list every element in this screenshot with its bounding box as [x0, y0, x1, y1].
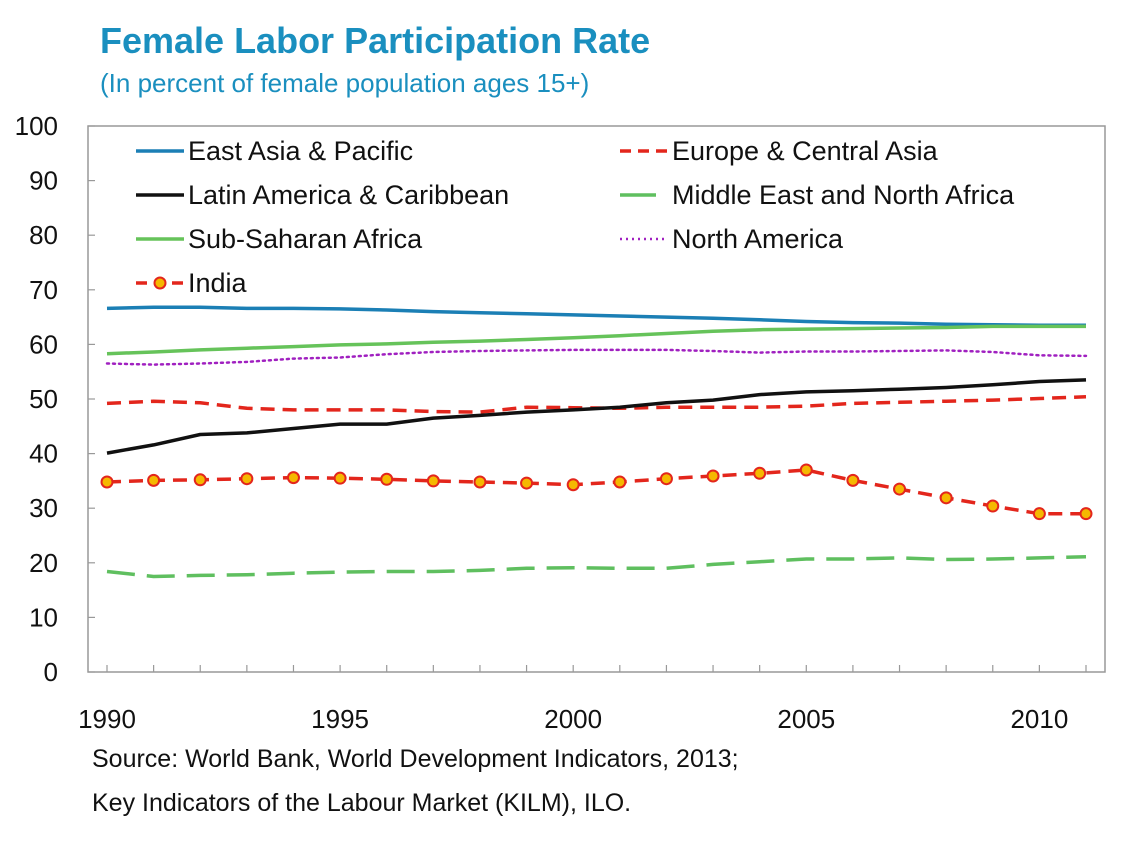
- y-tick-label: 70: [29, 275, 58, 305]
- x-tick-label: 2005: [777, 704, 835, 734]
- series-line-sub-saharan-africa: [106, 324, 1086, 356]
- y-tick-label: 60: [29, 329, 58, 359]
- data-point-india: [426, 474, 440, 488]
- data-point-india: [659, 472, 673, 486]
- series-line-india: [106, 468, 1086, 516]
- x-tick-label: 2000: [544, 704, 602, 734]
- y-tick-label: 30: [29, 493, 58, 523]
- data-point-india: [613, 475, 627, 489]
- data-point-india: [193, 473, 207, 487]
- data-point-india: [706, 469, 720, 483]
- data-point-india: [473, 475, 487, 489]
- data-point-india: [846, 473, 860, 487]
- source-note-line-1: Source: World Bank, World Development In…: [92, 745, 739, 773]
- y-tick-label: 90: [29, 166, 58, 196]
- legend-label-latin-america-caribbean: Latin America & Caribbean: [188, 180, 509, 210]
- data-point-india: [147, 473, 161, 487]
- series-line-north-america: [105, 348, 1088, 366]
- data-point-india: [799, 463, 813, 477]
- series-line-latin-america-caribbean: [106, 378, 1087, 455]
- series-line-east-asia-pacific: [106, 305, 1086, 328]
- data-point-india: [520, 476, 534, 490]
- data-point-india: [240, 472, 254, 486]
- chart-subtitle: (In percent of female population ages 15…: [100, 68, 590, 98]
- y-tick-label: 40: [29, 439, 58, 469]
- data-point-india: [333, 471, 347, 485]
- data-point-india: [893, 482, 907, 496]
- legend-label-middle-east-and-north-africa: Middle East and North Africa: [672, 180, 1015, 210]
- legend-marker-india: [153, 276, 167, 290]
- legend-label-india: India: [188, 268, 248, 298]
- chart-title: Female Labor Participation Rate: [100, 20, 651, 61]
- x-tick-label: 1990: [78, 704, 136, 734]
- data-point-india: [1079, 507, 1093, 521]
- data-point-india: [753, 466, 767, 480]
- x-tick-label: 1995: [311, 704, 369, 734]
- legend-label-sub-saharan-africa: Sub-Saharan Africa: [188, 224, 423, 254]
- data-point-india: [380, 472, 394, 486]
- series-line-middle-east-and-north-africa: [106, 555, 1087, 579]
- data-point-india: [986, 499, 1000, 513]
- legend-label-north-america: North America: [672, 224, 844, 254]
- y-tick-label: 0: [44, 657, 58, 687]
- y-tick-label: 20: [29, 548, 58, 578]
- y-tick-label: 80: [29, 220, 58, 250]
- legend-label-europe-central-asia: Europe & Central Asia: [672, 136, 939, 166]
- data-point-india: [286, 471, 300, 485]
- y-tick-label: 50: [29, 384, 58, 414]
- source-note-line-2: Key Indicators of the Labour Market (KIL…: [92, 789, 632, 817]
- y-tick-label: 10: [29, 602, 58, 632]
- y-tick-label: 100: [15, 111, 58, 141]
- data-point-india: [939, 491, 953, 505]
- data-point-india: [100, 475, 114, 489]
- x-tick-label: 2010: [1010, 704, 1068, 734]
- data-point-india: [1032, 507, 1046, 521]
- legend-label-east-asia-pacific: East Asia & Pacific: [188, 136, 413, 166]
- data-point-india: [566, 478, 580, 492]
